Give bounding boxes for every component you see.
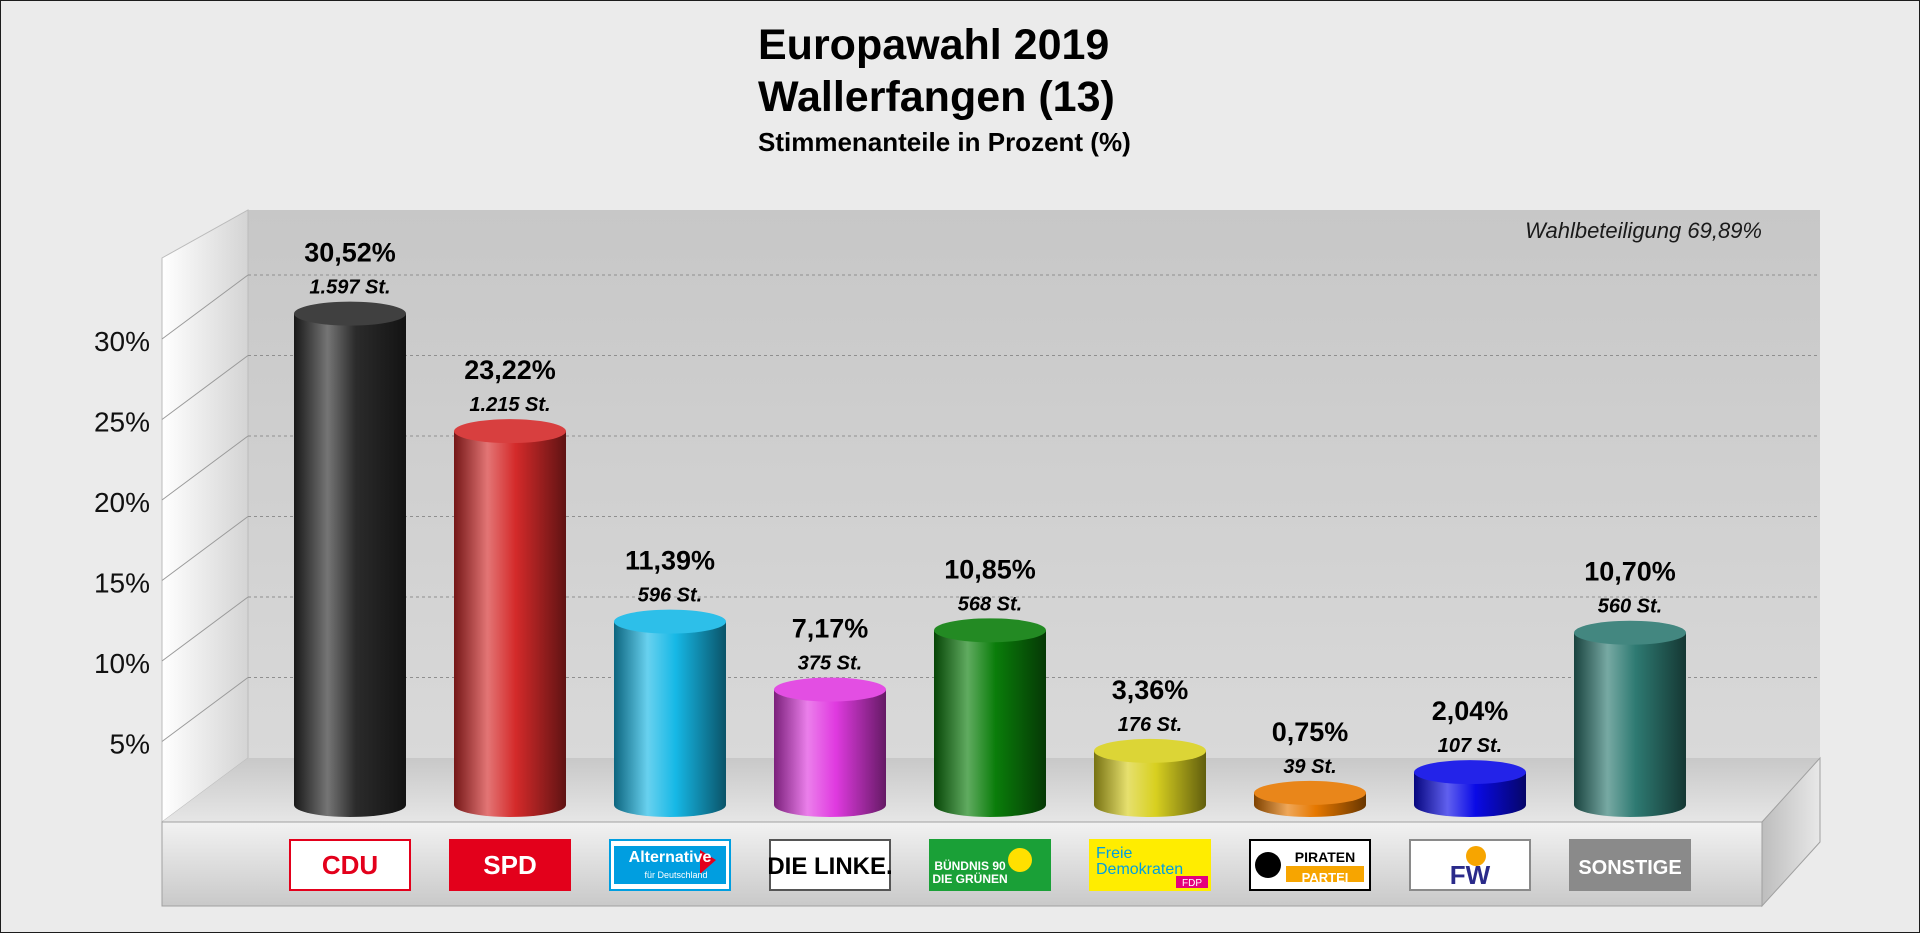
logo-shape bbox=[1255, 852, 1281, 878]
logo-shape bbox=[1008, 848, 1032, 872]
votes-label: 107 St. bbox=[1438, 735, 1502, 757]
y-tick-label: 30% bbox=[94, 326, 150, 357]
votes-label: 39 St. bbox=[1283, 756, 1336, 778]
value-label: 23,22% bbox=[464, 355, 556, 385]
logo-cdu: CDU bbox=[290, 840, 410, 890]
logo-sonstige: SONSTIGE bbox=[1570, 840, 1690, 890]
bar-top bbox=[1414, 760, 1526, 784]
votes-label: 560 St. bbox=[1598, 596, 1662, 618]
value-label: 11,39% bbox=[625, 546, 715, 576]
logo-text: PIRATEN bbox=[1295, 849, 1355, 865]
votes-label: 568 St. bbox=[958, 593, 1022, 615]
bar-top bbox=[1254, 781, 1366, 805]
bar-body bbox=[774, 690, 886, 817]
chart-side-wall bbox=[162, 210, 248, 822]
value-label: 10,85% bbox=[944, 554, 1036, 584]
logo-text: DIE LINKE. bbox=[767, 853, 892, 880]
value-label: 7,17% bbox=[792, 614, 869, 644]
votes-label: 1.597 St. bbox=[309, 277, 390, 299]
logo-text: SONSTIGE bbox=[1578, 857, 1681, 879]
logo-tag: FDP bbox=[1182, 878, 1202, 889]
bar-chart: Wahlbeteiligung 69,89% 5% 10% 15% 20% 25% 30%… bbox=[0, 0, 1920, 933]
logo-text: Alternative bbox=[629, 849, 712, 866]
bar-body bbox=[614, 622, 726, 817]
bar-body bbox=[294, 314, 406, 817]
bar-top bbox=[614, 610, 726, 634]
bar-body bbox=[934, 630, 1046, 817]
bar-top bbox=[934, 618, 1046, 642]
logo-text: FW bbox=[1450, 860, 1491, 890]
logo-afd: Alternative für Deutschland bbox=[610, 840, 730, 890]
value-label: 2,04% bbox=[1432, 696, 1509, 726]
logo-piraten: PIRATEN PARTEI bbox=[1250, 840, 1370, 890]
logo-subtext: DIE GRÜNEN bbox=[932, 871, 1007, 886]
logo-fw: FW bbox=[1410, 840, 1530, 890]
y-axis-ticks: 5% 10% 15% 20% 25% 30% bbox=[94, 326, 150, 760]
logo-spd: SPD bbox=[450, 840, 570, 890]
logo-subtext: PARTEI bbox=[1302, 870, 1349, 885]
logo-subtext: für Deutschland bbox=[644, 870, 707, 880]
bar-top bbox=[1094, 739, 1206, 763]
bar-spd: 23,22% 1.215 St. bbox=[454, 355, 566, 817]
bar-body bbox=[1574, 633, 1686, 817]
bar-cdu: 30,52% 1.597 St. bbox=[294, 238, 406, 817]
votes-label: 1.215 St. bbox=[469, 394, 550, 416]
bar-body bbox=[454, 431, 566, 817]
value-label: 0,75% bbox=[1272, 717, 1349, 747]
value-label: 30,52% bbox=[304, 238, 396, 268]
logo-text: CDU bbox=[322, 850, 378, 880]
y-tick-label: 10% bbox=[94, 648, 150, 679]
bar-top bbox=[294, 302, 406, 326]
bar-top bbox=[1574, 621, 1686, 645]
logo-die-linke: DIE LINKE. bbox=[767, 840, 892, 890]
y-tick-label: 20% bbox=[94, 487, 150, 518]
party-logos: CDU SPD Alternative für Deutschland DIE LINK… bbox=[290, 840, 1690, 890]
votes-label: 375 St. bbox=[798, 653, 862, 675]
logo-text: BÜNDNIS 90 bbox=[934, 858, 1006, 873]
y-tick-label: 25% bbox=[94, 407, 150, 438]
logo-subtext: Demokraten bbox=[1096, 861, 1183, 878]
logo-text: Freie bbox=[1096, 845, 1133, 862]
bar-top bbox=[454, 419, 566, 443]
turnout-annotation: Wahlbeteiligung 69,89% bbox=[1525, 218, 1762, 243]
votes-label: 176 St. bbox=[1118, 714, 1182, 736]
logo-text: SPD bbox=[483, 850, 536, 880]
y-tick-label: 15% bbox=[94, 568, 150, 599]
value-label: 3,36% bbox=[1112, 675, 1189, 705]
y-tick-label: 5% bbox=[110, 729, 150, 760]
value-label: 10,70% bbox=[1584, 557, 1676, 587]
bar-top bbox=[774, 678, 886, 702]
votes-label: 596 St. bbox=[638, 585, 702, 607]
